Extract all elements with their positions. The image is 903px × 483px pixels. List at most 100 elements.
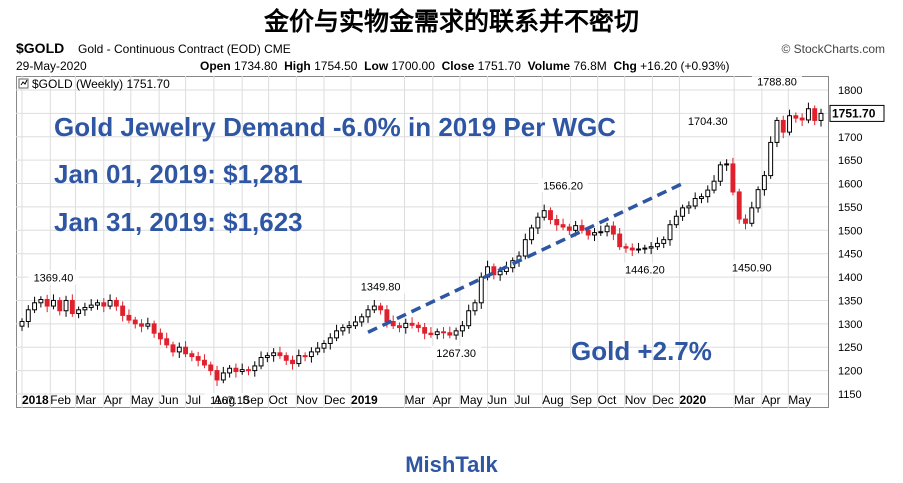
candle [793,112,799,123]
candle-body [780,119,786,133]
candle-body [76,309,82,315]
candle-body [164,338,170,346]
candle-body [736,191,742,220]
x-tick-label: Dec [652,393,673,407]
candle [548,207,553,225]
candle-body [145,323,151,327]
candle-body [793,115,799,119]
candle-body [170,344,176,353]
candle-body [566,226,572,231]
candle-body [340,327,346,332]
candle [623,243,629,253]
candle-body [560,224,566,228]
open-value: 1734.80 [234,59,278,73]
y-tick-label: 1450 [838,249,862,261]
candle-body [139,323,144,327]
candle [699,193,704,204]
contract-description: Gold - Continuous Contract (EOD) CME [78,42,291,56]
y-tick-label: 1600 [838,179,862,191]
x-tick-label: Apr [104,393,123,407]
y-tick-label: 1200 [838,366,862,378]
x-tick-label: Jun [159,393,178,407]
footer-brand: MishTalk [405,452,498,477]
last-price-label: 1751.70 [832,106,876,120]
candle [139,319,144,333]
candle [441,327,446,339]
candle [566,223,572,235]
candle-body [409,322,415,326]
candle-body [346,325,352,329]
candle [57,297,63,316]
candle [164,332,170,349]
candle [101,298,107,313]
candle [554,214,560,231]
candle-body [365,309,371,318]
low-value: 1700.00 [391,59,435,73]
candle-body [201,359,207,366]
candle [705,185,711,203]
candle [453,327,459,340]
candle-body [25,309,31,322]
candle-body [434,331,440,336]
y-tick-label: 1350 [838,295,862,307]
x-tick-label: Oct [598,393,617,407]
x-tick-label: 2019 [351,393,378,407]
candle-body [598,231,604,234]
candle [686,201,692,214]
candle [334,324,340,342]
candle-body [308,351,314,358]
candle-body [642,247,648,250]
last-price-tag: 1751.70 [829,104,885,122]
candle [157,328,163,345]
candle [459,321,465,337]
candle [397,322,402,333]
candle [359,313,365,327]
quote-date: 29-May-2020 [16,59,87,73]
candle [352,315,358,329]
candle-body [44,299,50,307]
candle-body [252,365,258,372]
candle [661,236,667,249]
candle [308,347,314,363]
candle [755,186,761,213]
x-tick-label: Apr [433,393,452,407]
candle [743,214,748,230]
candle [19,318,25,331]
candle [667,220,673,246]
candle-body [629,247,635,251]
candle-body [535,216,541,229]
candle [176,342,182,358]
price-label-bg [619,262,670,277]
candle [629,243,635,257]
candle-body [755,189,761,209]
candle [296,349,302,367]
candle-body [290,359,295,365]
candle [38,296,44,308]
x-tick-label: May [788,393,811,407]
candle [25,305,31,328]
high-value: 1754.50 [314,59,358,73]
price-label-bg [28,270,79,285]
quote-line: Open 1734.80 High 1754.50 Low 1700.00 Cl… [200,59,730,73]
candle [472,299,478,316]
x-axis: 2018 Feb Mar Apr May Jun Jul Aug Sep Oct Nov Dec 201… [22,393,811,407]
chart-title: 金价与实物金需求的联系并不密切 [263,7,639,36]
candle-body [579,225,585,231]
candle-body [315,347,321,353]
price-label: 1267.30 [436,348,476,360]
price-label-bg [751,74,803,89]
candle-body [743,218,748,224]
y-tick-label: 1300 [838,319,862,331]
candle-body [441,331,446,334]
x-tick-label: Mar [405,393,426,407]
chg-value: +16.20 (+0.93%) [640,59,730,73]
candle-body [195,356,201,361]
price-label-bg [204,392,255,407]
x-tick-label: 2020 [679,393,706,407]
candle [636,242,642,254]
x-tick-label: Sep [242,393,264,407]
candle-body [428,332,434,336]
candle [51,294,56,310]
y-tick-label: 1250 [838,342,862,354]
candle-body [334,330,340,339]
